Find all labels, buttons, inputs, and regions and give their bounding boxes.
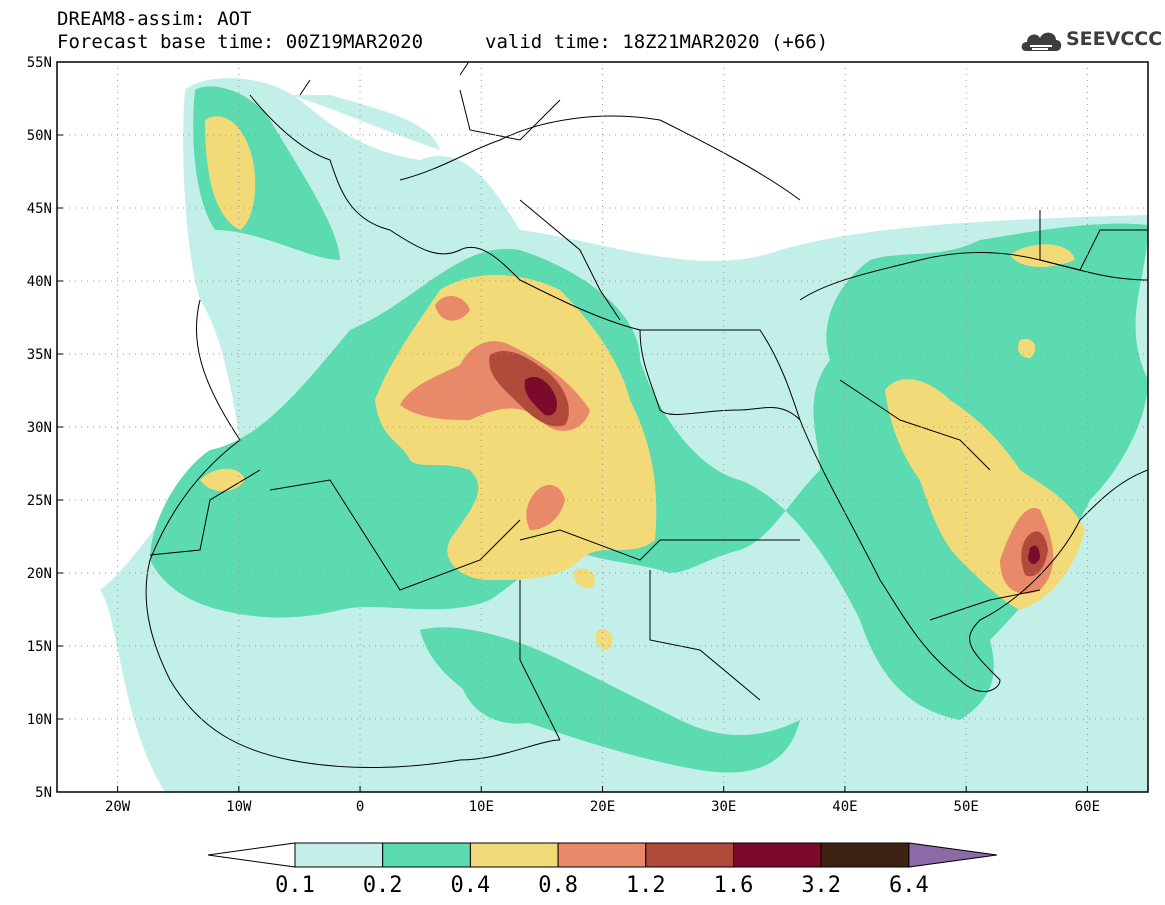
lat-tick-label: 40N (27, 274, 52, 290)
lat-tick-label: 15N (27, 639, 52, 655)
lat-tick-label: 20N (27, 566, 52, 582)
lat-tick-label: 25N (27, 493, 52, 509)
colorbar-label: 0.1 (275, 873, 315, 898)
lat-tick-label: 5N (35, 785, 52, 801)
logo-text: SEEVCCC (1066, 28, 1163, 50)
valid-time: valid time: 18Z21MAR2020 (+66) (485, 31, 829, 53)
map-title: DREAM8-assim: AOT (57, 8, 252, 30)
lon-tick-label: 50E (954, 799, 979, 815)
lat-tick-label: 35N (27, 347, 52, 363)
colorbar-label: 0.2 (363, 873, 403, 898)
lat-tick-label: 55N (27, 55, 52, 71)
aot-level-1-6 (524, 376, 1040, 564)
lon-tick-label: 60E (1075, 799, 1100, 815)
lon-tick-label: 10W (226, 799, 252, 815)
cloud-logo-icon (1021, 32, 1062, 51)
coastlines (145, 62, 1148, 768)
colorbar-label: 3.2 (801, 873, 841, 898)
colorbar-swatch (294, 842, 384, 868)
colorbar-label: 6.4 (889, 873, 929, 898)
lat-tick-label: 45N (27, 201, 52, 217)
colorbar-label: 1.2 (626, 873, 666, 898)
lon-tick-label: 20E (590, 799, 615, 815)
lon-tick-label: 30E (711, 799, 736, 815)
colorbar-swatch (733, 842, 822, 868)
colorbar-label: 0.4 (451, 873, 491, 898)
lon-tick-label: 20W (105, 799, 131, 815)
colorbar-label: 1.6 (714, 873, 754, 898)
lat-tick-label: 10N (27, 712, 52, 728)
colorbar-swatch (382, 842, 471, 868)
lat-tick-label: 30N (27, 420, 52, 436)
seevccc-logo: SEEVCCC (1018, 24, 1162, 60)
colorbar-label: 0.8 (538, 873, 578, 898)
colorbar-under-arrow (207, 842, 296, 868)
aot-field (57, 62, 1148, 792)
colorbar-over-arrow (908, 842, 997, 868)
colorbar-swatch (557, 842, 647, 868)
lon-tick-labels: 20W 10W 0 10E 20E 30E 40E 50E 60E (105, 786, 1100, 815)
colorbar-swatch (645, 842, 734, 868)
forecast-base-time: Forecast base time: 00Z19MAR2020 (57, 31, 424, 53)
colorbar-swatch (820, 842, 910, 868)
colorbar-swatch (469, 842, 559, 868)
lat-tick-labels: 55N 50N 45N 40N 35N 30N 25N 20N 15N 10N 5N (27, 55, 63, 801)
lon-tick-label: 10E (469, 799, 494, 815)
lat-tick-label: 50N (27, 128, 52, 144)
lon-tick-label: 40E (832, 799, 857, 815)
lon-tick-label: 0 (356, 799, 364, 815)
